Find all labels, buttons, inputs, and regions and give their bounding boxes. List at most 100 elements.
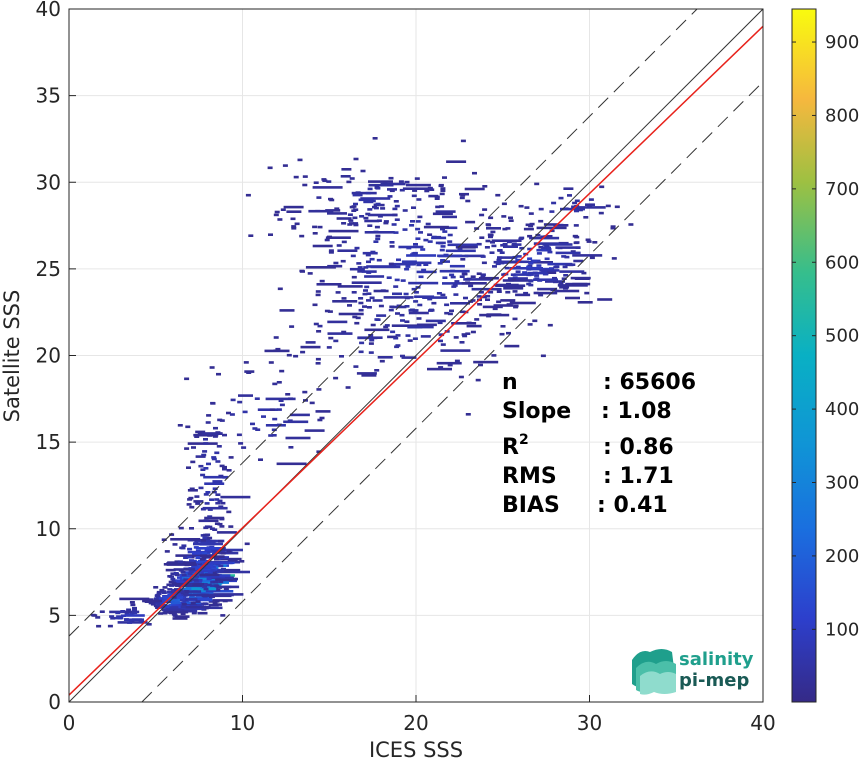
density-cell: [193, 579, 199, 583]
density-cell: [510, 301, 536, 305]
density-cell: [506, 240, 512, 244]
density-cell: [549, 229, 555, 233]
density-cell: [178, 526, 184, 530]
density-cell: [414, 177, 420, 180]
density-cell: [217, 499, 223, 503]
density-cell: [274, 210, 280, 214]
density-cell: [374, 225, 380, 229]
density-cell: [391, 324, 422, 327]
stat-slope-value: : 1.08: [601, 399, 672, 424]
density-cell: [327, 212, 347, 215]
density-cell: [186, 503, 192, 506]
density-cell: [182, 591, 188, 595]
density-cell: [540, 354, 546, 358]
density-cell: [194, 495, 200, 498]
density-cell: [413, 325, 434, 329]
density-cell: [476, 272, 482, 275]
density-cell: [486, 227, 501, 230]
density-cell: [512, 317, 518, 321]
density-cell: [336, 244, 342, 247]
density-cell: [464, 254, 485, 258]
density-cell: [181, 602, 187, 606]
density-cell: [257, 408, 278, 411]
stat-n-label: n: [502, 370, 518, 395]
density-cell: [567, 194, 572, 197]
density-cell: [341, 168, 352, 171]
stat-r2-base: R: [502, 435, 519, 460]
density-cell: [571, 205, 577, 209]
density-cell: [174, 615, 190, 618]
stat-bias-label: BIAS: [502, 493, 560, 518]
density-cell: [477, 303, 483, 306]
density-cell: [574, 199, 580, 203]
density-cell: [573, 241, 579, 245]
density-cell: [412, 251, 418, 255]
density-cell: [362, 292, 368, 296]
density-cell: [220, 501, 226, 505]
density-cell: [538, 219, 544, 223]
density-cell: [252, 427, 258, 430]
density-cell: [211, 570, 217, 574]
density-cell: [189, 505, 195, 509]
density-cell: [208, 576, 234, 580]
density-cell: [418, 275, 424, 279]
density-cell: [207, 536, 213, 540]
density-cell: [277, 218, 283, 221]
density-cell: [208, 563, 214, 567]
density-cell: [195, 556, 201, 559]
density-cell: [272, 417, 278, 421]
density-cell: [592, 241, 598, 244]
density-cell: [558, 282, 564, 285]
density-cell: [393, 231, 399, 234]
density-cell: [486, 223, 492, 227]
density-cell: [162, 586, 168, 589]
density-cell: [238, 442, 244, 445]
density-cell: [198, 486, 204, 490]
density-cell: [114, 616, 120, 620]
density-cell: [215, 588, 221, 592]
density-cell: [316, 283, 342, 286]
y-tick-label: 10: [36, 517, 61, 541]
density-cell: [536, 252, 542, 255]
density-cell: [482, 305, 503, 309]
density-cell: [220, 552, 226, 555]
density-cell: [478, 363, 483, 367]
colorbar-ticks: 100 200 300 400 500 600 700 800 900: [792, 32, 859, 640]
density-cell: [313, 322, 319, 326]
density-cell: [366, 306, 372, 309]
density-cell: [202, 566, 208, 570]
density-cell: [316, 450, 322, 453]
density-cell: [611, 257, 617, 260]
density-cell: [377, 356, 393, 359]
density-cell: [201, 539, 206, 542]
density-cell: [390, 330, 396, 334]
y-tick-label: 5: [48, 603, 61, 627]
density-cell: [351, 281, 382, 284]
density-cell: [369, 257, 375, 261]
density-cell: [341, 297, 347, 300]
density-cell: [439, 205, 445, 208]
density-cell: [279, 369, 285, 373]
density-cell: [299, 234, 305, 238]
density-cell: [227, 558, 238, 562]
stat-r2-label: R2: [502, 432, 529, 460]
density-cell: [348, 219, 354, 222]
density-cell: [315, 362, 321, 365]
density-cell: [326, 346, 332, 349]
density-cell: [549, 210, 555, 213]
density-cell: [439, 248, 445, 252]
density-cell: [376, 258, 382, 262]
density-cell: [155, 596, 161, 599]
density-cell: [461, 282, 487, 285]
density-cell: [153, 586, 159, 589]
density-cell: [563, 274, 569, 277]
density-cell: [192, 591, 198, 595]
density-cell: [447, 363, 453, 367]
density-cell: [416, 323, 437, 327]
density-cell: [365, 253, 371, 257]
density-cell: [211, 457, 217, 461]
density-cell: [327, 332, 353, 335]
density-cell: [353, 222, 359, 225]
density-cell: [207, 508, 213, 511]
density-cell: [169, 584, 175, 587]
